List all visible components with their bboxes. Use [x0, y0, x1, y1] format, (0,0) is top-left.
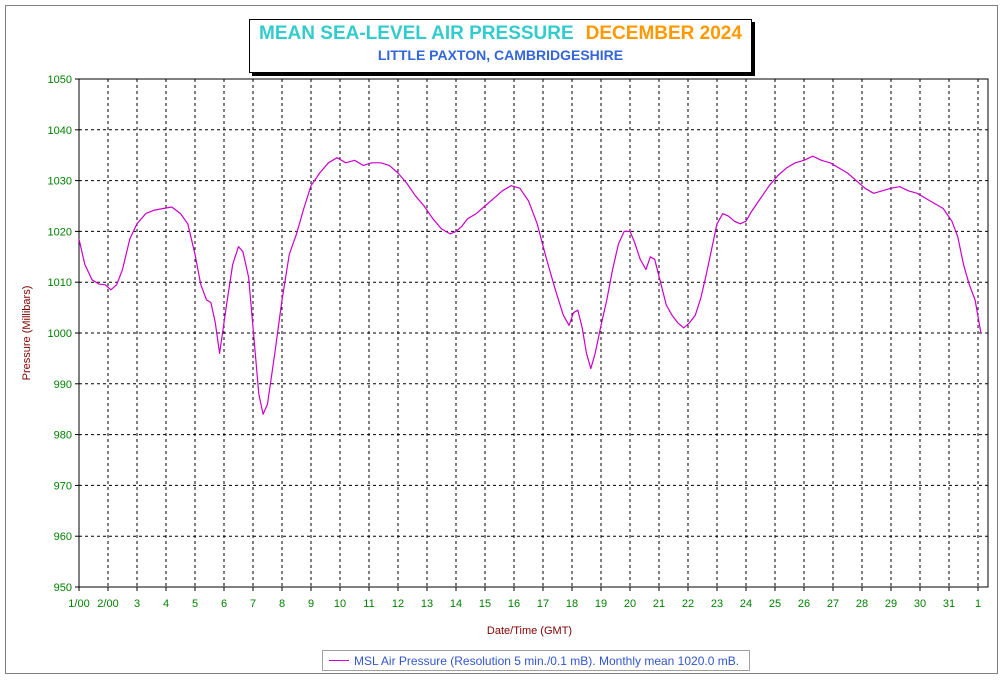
plot-area	[78, 78, 989, 588]
x-tick-label: 7	[250, 598, 256, 610]
chart-subtitle: LITTLE PAXTON, CAMBRIDGESHIRE	[377, 47, 624, 63]
y-tick-label: 1050	[48, 74, 72, 86]
x-tick-label: 4	[163, 598, 169, 610]
x-tick-label: 1/00	[68, 598, 89, 610]
outer-frame	[5, 5, 998, 674]
x-tick-label: 31	[943, 598, 955, 610]
x-tick-label: 17	[537, 598, 549, 610]
y-tick-label: 980	[54, 430, 72, 442]
title-line: MEAN SEA-LEVEL AIR PRESSURE DECEMBER 2024	[250, 23, 751, 45]
x-tick-label: 5	[192, 598, 198, 610]
y-tick-label: 1000	[48, 328, 72, 340]
x-tick-label: 2/00	[97, 598, 118, 610]
x-tick-label: 24	[740, 598, 752, 610]
x-tick-label: 1	[975, 598, 981, 610]
chart-title-month: DECEMBER 2024	[585, 23, 742, 44]
x-tick-label: 21	[653, 598, 665, 610]
x-tick-label: 15	[479, 598, 491, 610]
y-tick-label: 990	[54, 379, 72, 391]
title-box: MEAN SEA-LEVEL AIR PRESSURE DECEMBER 2024…	[249, 19, 752, 73]
x-tick-label: 9	[308, 598, 314, 610]
x-tick-label: 13	[421, 598, 433, 610]
x-axis-label: Date/Time (GMT)	[487, 625, 572, 637]
x-tick-label: 19	[595, 598, 607, 610]
x-tick-label: 29	[885, 598, 897, 610]
y-tick-label: 1040	[48, 125, 72, 137]
x-tick-label: 3	[134, 598, 140, 610]
series-line-msl-pressure	[78, 155, 982, 415]
y-tick-label: 1010	[48, 277, 72, 289]
y-tick-label: 1030	[48, 176, 72, 188]
x-tick-label: 27	[827, 598, 839, 610]
x-tick-label: 18	[566, 598, 578, 610]
x-tick-label: 14	[450, 598, 462, 610]
y-tick-label: 950	[54, 582, 72, 594]
y-axis-label: Pressure (Millibars)	[21, 286, 33, 381]
legend-swatch	[329, 660, 349, 661]
x-tick-label: 10	[334, 598, 346, 610]
x-tick-label: 12	[392, 598, 404, 610]
legend-label: MSL Air Pressure (Resolution 5 min./0.1 …	[354, 654, 740, 668]
x-tick-label: 28	[856, 598, 868, 610]
x-tick-label: 20	[624, 598, 636, 610]
legend: MSL Air Pressure (Resolution 5 min./0.1 …	[322, 650, 750, 671]
x-tick-label: 23	[711, 598, 723, 610]
x-tick-label: 6	[221, 598, 227, 610]
x-tick-label: 26	[798, 598, 810, 610]
chart-title: MEAN SEA-LEVEL AIR PRESSURE	[259, 23, 574, 44]
y-tick-label: 970	[54, 480, 72, 492]
x-tick-label: 11	[363, 598, 374, 610]
x-tick-label: 8	[279, 598, 285, 610]
x-tick-label: 30	[914, 598, 926, 610]
x-tick-label: 25	[769, 598, 781, 610]
x-tick-label: 22	[682, 598, 694, 610]
y-tick-label: 1020	[48, 226, 72, 238]
y-tick-label: 960	[54, 531, 72, 543]
x-tick-label: 16	[508, 598, 520, 610]
